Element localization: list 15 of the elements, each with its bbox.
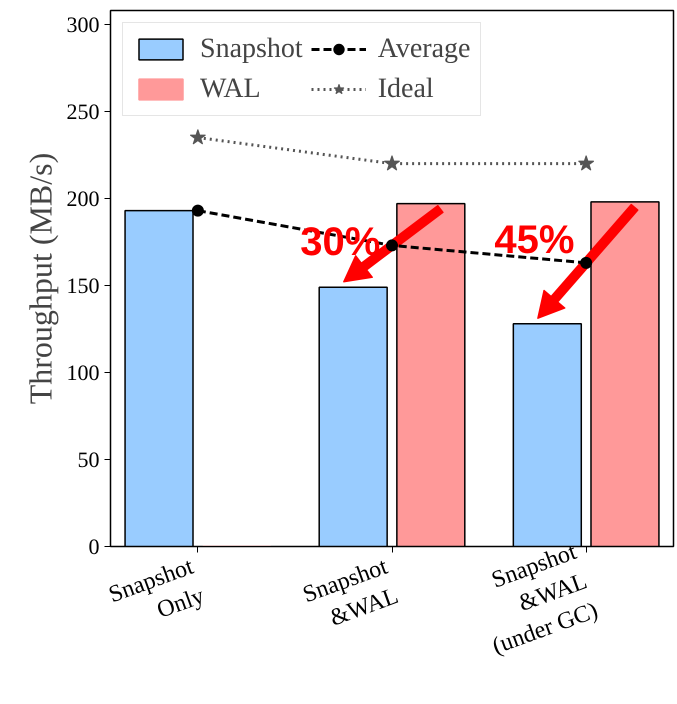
y-tick-label: 150	[66, 272, 100, 298]
y-axis-title: Throughput (MB/s)	[22, 152, 58, 404]
y-tick-label: 200	[66, 186, 100, 211]
y-tick-label: 250	[66, 98, 100, 124]
y-tick-label: 50	[78, 446, 100, 472]
y-tick-label: 100	[66, 360, 100, 385]
legend-label: Snapshot	[200, 33, 303, 65]
y-tick-label: 300	[66, 12, 100, 37]
annotation: 30%	[300, 220, 380, 264]
annotation: 45%	[494, 218, 574, 262]
legend-label: Ideal	[378, 73, 434, 105]
legend-label: Average	[378, 33, 470, 65]
legend-label: WAL	[200, 73, 261, 105]
y-tick-label: 0	[88, 534, 100, 559]
x-tick-label: Snapshot &WAL (under GC)	[488, 538, 602, 660]
